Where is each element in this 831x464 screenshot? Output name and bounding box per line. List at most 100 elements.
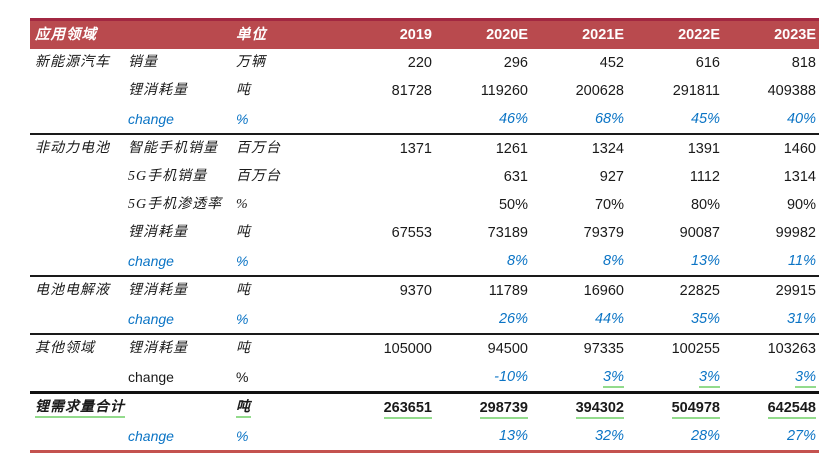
- cell-unit: %: [236, 247, 309, 275]
- cell-value-text: 99982: [775, 225, 816, 241]
- cell-unit-text: 百万台: [236, 141, 281, 156]
- cell-value: 220: [309, 49, 435, 77]
- cell-value-text: 16960: [583, 283, 624, 299]
- cell-category: 非动力电池: [30, 135, 128, 163]
- cell-value: 45%: [627, 105, 723, 133]
- cell-category-text: 新能源汽车: [35, 55, 110, 70]
- cell-value: 616: [627, 49, 723, 77]
- cell-value: 1391: [627, 135, 723, 163]
- cell-value: 70%: [531, 191, 627, 219]
- cell-item: 智能手机销量: [128, 135, 236, 163]
- cell-value-text: -10%: [494, 369, 528, 385]
- cell-value: 103263: [723, 335, 819, 363]
- cell-value: 1371: [309, 135, 435, 163]
- cell-value: 67553: [309, 219, 435, 247]
- cell-value-text: 927: [599, 169, 624, 185]
- cell-value: 1112: [627, 163, 723, 191]
- cell-unit-text: %: [236, 111, 249, 127]
- cell-value: 927: [531, 163, 627, 191]
- cell-value: 452: [531, 49, 627, 77]
- cell-value-text: 31%: [786, 311, 816, 327]
- cell-unit-text: %: [236, 369, 249, 385]
- cell-category-text: 电池电解液: [35, 283, 110, 298]
- table-row: 非动力电池 智能手机销量 百万台 1371 1261 1324 1391 1460: [30, 133, 819, 163]
- cell-unit: 吨: [236, 219, 309, 247]
- table-row: 锂消耗量 吨 81728 119260 200628 291811 409388: [30, 77, 819, 105]
- cell-unit: %: [236, 422, 309, 450]
- cell-unit: %: [236, 191, 309, 219]
- cell-category: 电池电解液: [30, 277, 128, 305]
- cell-value: 8%: [435, 247, 531, 275]
- cell-value: 263651: [309, 394, 435, 422]
- cell-value: 40%: [723, 105, 819, 133]
- cell-value: 8%: [531, 247, 627, 275]
- table-row: change% 26% 44% 35% 31%: [30, 305, 819, 333]
- cell-value-text: 22825: [679, 283, 720, 299]
- cell-item-text: change: [128, 253, 174, 269]
- cell-unit: 吨: [236, 77, 309, 105]
- cell-value-text: 642548: [767, 400, 816, 419]
- cell-item: 锂消耗量: [128, 77, 236, 105]
- cell-item-text: change: [128, 311, 174, 327]
- header-year-2020e: 2020E: [486, 27, 528, 43]
- cell-item-text: change: [128, 111, 174, 127]
- cell-value-text: 90087: [679, 225, 720, 241]
- table-header-row: 应用领域 单位 2019 2020E 2021E 2022E 2023E: [30, 18, 819, 49]
- cell-value-text: 452: [599, 55, 624, 71]
- cell-value-text: 81728: [391, 83, 432, 99]
- cell-value-text: 94500: [487, 341, 528, 357]
- cell-item: 销量: [128, 49, 236, 77]
- cell-value: 1261: [435, 135, 531, 163]
- cell-value: 44%: [531, 305, 627, 333]
- lithium-demand-table: 应用领域 单位 2019 2020E 2021E 2022E 2023E 新能源…: [30, 18, 819, 453]
- cell-value-text: 200628: [575, 83, 624, 99]
- cell-unit: %: [236, 305, 309, 333]
- cell-item-text: 锂消耗量: [128, 283, 188, 298]
- header-year-2022e: 2022E: [678, 27, 720, 43]
- table-row: 锂需求量合计 吨 263651 298739 394302 504978 642548: [30, 391, 819, 422]
- cell-value-text: 8%: [603, 253, 624, 269]
- cell-value: 11%: [723, 247, 819, 275]
- cell-value-text: 32%: [594, 428, 624, 444]
- cell-item: 5G手机渗透率: [128, 191, 236, 219]
- cell-item: change: [128, 363, 236, 391]
- cell-unit: 吨: [236, 394, 309, 422]
- cell-item: change: [128, 422, 236, 450]
- table-row: change% 46% 68% 45% 40%: [30, 105, 819, 133]
- cell-item-text: 销量: [128, 55, 158, 70]
- cell-value-text: 1371: [399, 141, 432, 157]
- table-row: 5G手机销量 百万台 631 927 1112 1314: [30, 163, 819, 191]
- cell-value-text: 27%: [786, 428, 816, 444]
- cell-value-text: 13%: [498, 428, 528, 444]
- cell-value-text: 631: [503, 169, 528, 185]
- cell-unit: %: [236, 363, 309, 391]
- cell-value-text: 67553: [391, 225, 432, 241]
- cell-value-text: 291811: [672, 83, 720, 99]
- cell-value: 99982: [723, 219, 819, 247]
- cell-value-text: 409388: [767, 83, 816, 99]
- cell-value: 409388: [723, 77, 819, 105]
- cell-value-text: 1314: [783, 169, 816, 185]
- cell-value-text: 8%: [507, 253, 528, 269]
- cell-item-text: 锂消耗量: [128, 225, 188, 240]
- cell-value-text: 298739: [479, 400, 528, 419]
- cell-value: 394302: [531, 394, 627, 422]
- cell-value-text: 50%: [498, 197, 528, 213]
- cell-unit-text: 吨: [236, 400, 251, 418]
- cell-item-text: 智能手机销量: [128, 141, 218, 156]
- cell-value: 90087: [627, 219, 723, 247]
- cell-value: 119260: [435, 77, 531, 105]
- cell-item-text: 5G手机销量: [128, 169, 208, 184]
- cell-value: 642548: [723, 394, 819, 422]
- cell-value: 32%: [531, 422, 627, 450]
- cell-value-text: 296: [503, 55, 528, 71]
- cell-category-text: 其他领域: [35, 341, 95, 356]
- cell-value: 50%: [435, 191, 531, 219]
- cell-item: 锂消耗量: [128, 277, 236, 305]
- header-unit: 单位: [236, 27, 267, 43]
- cell-value: 200628: [531, 77, 627, 105]
- cell-value-text: 119260: [480, 83, 528, 99]
- cell-unit-text: 吨: [236, 225, 251, 240]
- cell-value-text: 40%: [786, 111, 816, 127]
- cell-value-text: 11%: [788, 253, 816, 269]
